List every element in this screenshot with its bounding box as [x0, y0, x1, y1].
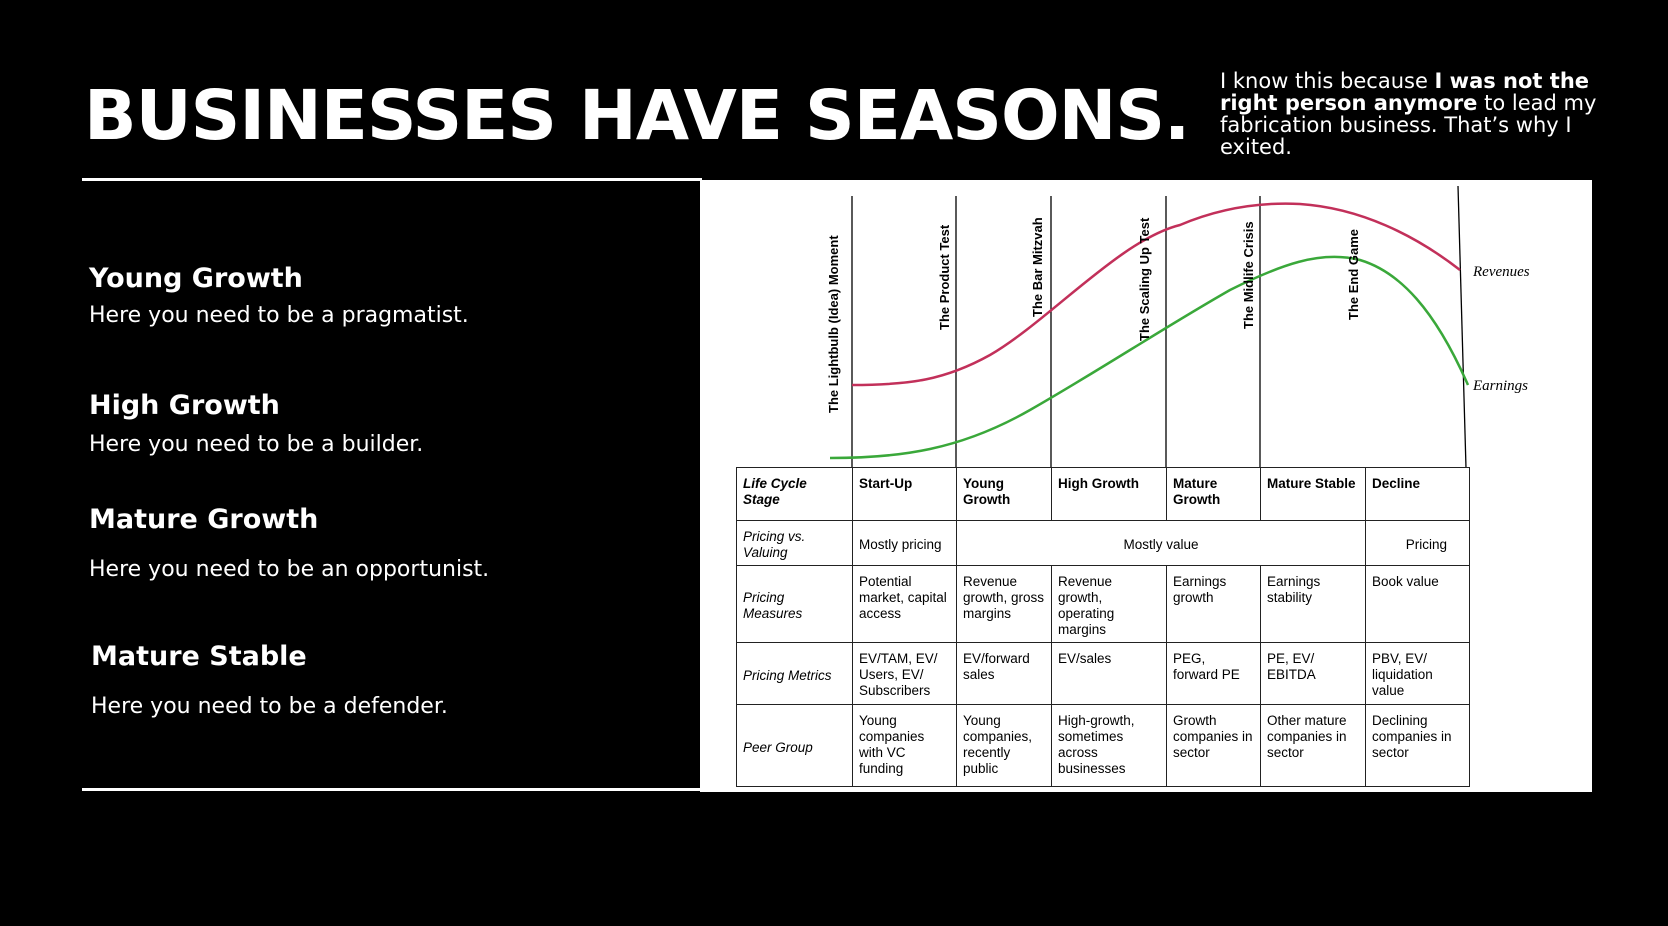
stage-high-growth: High Growth [1051, 467, 1167, 521]
pricing-vs-valuing-decline: Pricing [1365, 520, 1470, 566]
exit-note-part-1: I know this because [1220, 69, 1435, 93]
table-cell: Revenue growth, operating margins [1051, 565, 1167, 643]
milestone-product-test: The Product Test [937, 224, 952, 330]
stage-mature-stable: Mature Stable Here you need to be a defe… [91, 641, 448, 721]
stage-mature-stable: Mature Stable [1260, 467, 1366, 521]
table-row: Pricing Metrics EV/TAM, EV/ Users, EV/ S… [736, 642, 1470, 705]
table-cell: EV/TAM, EV/ Users, EV/ Subscribers [852, 642, 957, 705]
stage-description: Here you need to be a defender. [91, 694, 448, 719]
table-cell: Declining companies in sector [1365, 704, 1470, 787]
row-header-pricing-vs-valuing: Pricing vs. Valuing [736, 520, 853, 566]
page-title: BUSINESSES HAVE SEASONS. [84, 76, 1190, 156]
stage-mature-growth: Mature Growth [1166, 467, 1261, 521]
life-cycle-table: Life Cycle Stage Start-Up Young Growth H… [736, 467, 1470, 787]
table-cell: EV/sales [1051, 642, 1167, 705]
table-cell: Growth companies in sector [1166, 704, 1261, 787]
exit-note-emphasis: I was not the right person anymore [1220, 69, 1590, 115]
life-cycle-diagram: The Lightbulb (Idea) Moment The Product … [700, 180, 1592, 792]
stage-start-up: Start-Up [852, 467, 957, 521]
earnings-label: Earnings [1472, 378, 1528, 394]
table-row: Pricing vs. Valuing Mostly pricing Mostl… [736, 520, 1470, 566]
row-header-pricing-metrics: Pricing Metrics [736, 642, 853, 705]
stage-description: Here you need to be a builder. [89, 432, 424, 457]
milestone-lightbulb-moment: The Lightbulb (Idea) Moment [826, 235, 841, 413]
row-header-peer-group: Peer Group [736, 704, 853, 787]
table-cell: Revenue growth, gross margins [956, 565, 1052, 643]
milestone-end-game: The End Game [1346, 229, 1361, 320]
table-cell: Young companies, recently public [956, 704, 1052, 787]
table-cell: Earnings growth [1166, 565, 1261, 643]
milestone-bar-mitzvah: The Bar Mitzvah [1030, 217, 1045, 317]
revenues-curve [851, 202, 1461, 387]
stage-young-growth: Young Growth Here you need to be a pragm… [89, 263, 469, 330]
milestone-scaling-up-test: The Scaling Up Test [1137, 217, 1152, 341]
table-cell: Other mature companies in sector [1260, 704, 1366, 787]
stage-heading: Mature Growth [89, 504, 319, 535]
table-cell: PE, EV/ EBITDA [1260, 642, 1366, 705]
stage-mature-growth: Mature Growth Here you need to be an opp… [89, 504, 489, 584]
stage-heading: High Growth [89, 390, 280, 421]
table-cell: Potential market, capital access [852, 565, 957, 643]
pricing-vs-valuing-middle: Mostly value [956, 520, 1366, 566]
table-cell: PBV, EV/ liquidation value [1365, 642, 1470, 705]
stage-dividers [851, 185, 1467, 469]
stage-description: Here you need to be an opportunist. [89, 557, 490, 582]
stage-young-growth: Young Growth [956, 467, 1052, 521]
life-cycle-curves: The Lightbulb (Idea) Moment The Product … [826, 185, 1530, 469]
table-cell: High-growth, sometimes across businesses [1051, 704, 1167, 787]
table-cell: EV/forward sales [956, 642, 1052, 705]
table-row: Life Cycle Stage Start-Up Young Growth H… [736, 467, 1470, 521]
table-cell: Earnings stability [1260, 565, 1366, 643]
pricing-vs-valuing-startup: Mostly pricing [852, 520, 957, 566]
divider-line [1457, 185, 1467, 469]
milestone-midlife-crisis: The Midlife Crisis [1241, 221, 1256, 329]
stage-decline: Decline [1365, 467, 1470, 521]
stage-description: Here you need to be a pragmatist. [89, 303, 469, 328]
stage-heading: Young Growth [89, 263, 303, 294]
table-cell: Book value [1365, 565, 1470, 643]
revenues-label: Revenues [1472, 264, 1530, 280]
table-row: Pricing Measures Potential market, capit… [736, 565, 1470, 643]
table-row: Peer Group Young companies with VC fundi… [736, 704, 1470, 787]
exit-note-part-2: to lead my fabrication business. That’s … [1220, 91, 1597, 159]
stage-high-growth: High Growth Here you need to be a builde… [89, 390, 423, 459]
top-divider [82, 178, 702, 181]
row-header-life-cycle-stage: Life Cycle Stage [736, 467, 853, 521]
table-cell: Young companies with VC funding [852, 704, 957, 787]
table-cell: PEG, forward PE [1166, 642, 1261, 705]
exit-note: I know this because I was not the right … [1220, 70, 1640, 158]
stage-heading: Mature Stable [91, 641, 307, 672]
earnings-curve [829, 255, 1470, 460]
row-header-pricing-measures: Pricing Measures [736, 565, 853, 643]
